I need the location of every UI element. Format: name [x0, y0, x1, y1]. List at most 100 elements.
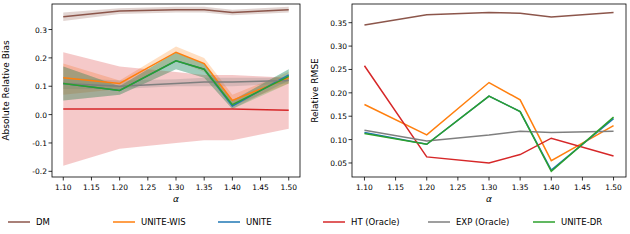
legend-label: HT (Oracle) — [351, 217, 400, 227]
legend-swatch — [8, 221, 30, 223]
y-tick — [349, 69, 353, 70]
x-tick — [520, 177, 521, 181]
y-tick — [349, 92, 353, 93]
x-tick — [395, 177, 396, 181]
band — [63, 52, 288, 165]
x-axis-label: α — [173, 194, 179, 204]
plot-area — [63, 7, 288, 166]
y-tick-label: 0.25 — [330, 65, 347, 74]
x-tick-label: 1.10 — [356, 183, 373, 192]
y-tick — [49, 57, 53, 58]
x-tick-label: 1.45 — [252, 183, 269, 192]
x-tick-label: 1.35 — [196, 183, 213, 192]
x-tick — [91, 177, 92, 181]
y-tick-label: 0.0 — [35, 111, 47, 120]
y-tick — [49, 114, 53, 115]
x-tick — [489, 177, 490, 181]
frame — [52, 4, 300, 177]
x-tick — [288, 177, 289, 181]
x-tick-label: 1.10 — [55, 183, 72, 192]
legend-swatch — [323, 221, 345, 223]
figure: 1.10 1.15 1.20 1.25 1.30 1.35 1.40 1.45 1.50 -0.2… — [0, 0, 630, 234]
y-tick-label: 0.3 — [35, 26, 47, 35]
x-tick-label: 1.25 — [139, 183, 156, 192]
x-tick-label: 1.45 — [574, 183, 591, 192]
x-tick-label: 1.15 — [387, 183, 404, 192]
series-line — [364, 96, 613, 171]
y-tick — [349, 22, 353, 23]
x-tick-label: 1.25 — [450, 183, 467, 192]
x-tick — [232, 177, 233, 181]
band — [63, 7, 288, 21]
legend-label: DM — [36, 217, 50, 227]
y-tick-label: -0.2 — [32, 167, 47, 176]
x-tick — [613, 177, 614, 181]
y-tick — [49, 142, 53, 143]
y-tick — [349, 116, 353, 117]
legend-label: UNITE — [246, 217, 272, 227]
series-line — [63, 61, 288, 106]
series-line — [63, 10, 288, 17]
legend-item: UNITE-DR — [533, 217, 602, 227]
x-tick-label: 1.35 — [512, 183, 529, 192]
series-line — [63, 61, 288, 105]
legend-item: UNITE-WIS — [113, 217, 186, 227]
y-tick-label: -0.1 — [32, 139, 47, 148]
y-tick — [49, 29, 53, 30]
legend-swatch — [533, 221, 555, 223]
x-tick — [204, 177, 205, 181]
x-tick — [457, 177, 458, 181]
y-tick-label: 0.10 — [330, 136, 347, 145]
x-tick-label: 1.15 — [83, 183, 100, 192]
x-tick-label: 1.20 — [111, 183, 128, 192]
legend-item: UNITE — [218, 217, 272, 227]
x-axis-label: α — [486, 194, 492, 204]
legend-item: EXP (Oracle) — [428, 217, 509, 227]
legend-swatch — [113, 221, 135, 223]
x-tick-label: 1.30 — [481, 183, 498, 192]
y-tick-label: 0.30 — [330, 42, 347, 51]
y-tick-label: 0.2 — [35, 54, 47, 63]
y-tick — [349, 139, 353, 140]
y-tick — [349, 46, 353, 47]
y-tick — [349, 162, 353, 163]
legend-item: HT (Oracle) — [323, 217, 400, 227]
x-tick — [147, 177, 148, 181]
x-tick-label: 1.40 — [543, 183, 560, 192]
x-tick — [582, 177, 583, 181]
legend-label: UNITE-WIS — [141, 217, 186, 227]
series-line — [364, 12, 613, 25]
series-line — [63, 109, 288, 110]
x-tick-label: 1.20 — [418, 183, 435, 192]
y-tick-label: 0.1 — [35, 82, 47, 91]
y-tick-label: 0.05 — [330, 159, 347, 168]
frame — [352, 4, 626, 177]
series-line — [364, 96, 613, 170]
x-tick-label: 1.50 — [605, 183, 622, 192]
y-tick — [49, 86, 53, 87]
series-line — [364, 66, 613, 163]
x-tick — [551, 177, 552, 181]
x-tick — [63, 177, 64, 181]
y-tick-label: 0.15 — [330, 112, 347, 121]
legend-item: DM — [8, 217, 50, 227]
band — [63, 52, 288, 109]
x-tick — [426, 177, 427, 181]
x-tick-label: 1.30 — [168, 183, 185, 192]
plot-area — [364, 12, 613, 171]
x-tick — [364, 177, 365, 181]
y-tick-label: 0.20 — [330, 89, 347, 98]
legend-swatch — [428, 221, 450, 223]
y-axis-label: Relative RMSE — [310, 58, 320, 123]
x-tick — [260, 177, 261, 181]
series-line — [63, 81, 288, 87]
x-tick — [119, 177, 120, 181]
y-tick-label: 0.35 — [330, 19, 347, 28]
y-tick — [49, 171, 53, 172]
x-tick — [176, 177, 177, 181]
x-tick-label: 1.40 — [224, 183, 241, 192]
legend-label: UNITE-DR — [561, 217, 602, 227]
legend-label: EXP (Oracle) — [456, 217, 509, 227]
y-axis-label: Absolute Relative Bias — [1, 40, 11, 141]
legend-swatch — [218, 221, 240, 223]
